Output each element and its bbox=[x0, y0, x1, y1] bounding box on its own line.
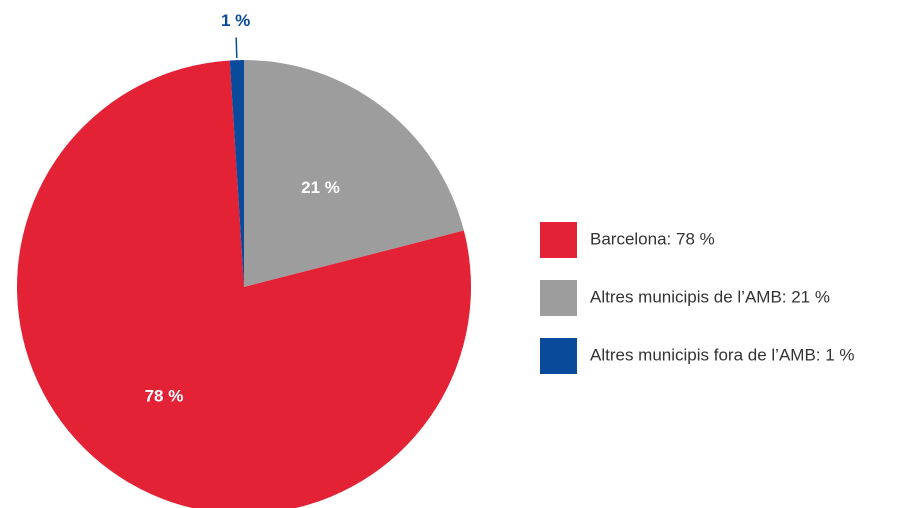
legend-swatch bbox=[540, 280, 577, 316]
pie-slice bbox=[244, 60, 464, 287]
legend-swatch bbox=[540, 222, 577, 258]
legend-label: Altres municipis fora de l’AMB: 1 % bbox=[590, 345, 855, 364]
slice-label: 78 % bbox=[145, 387, 184, 406]
leader-line bbox=[235, 37, 238, 58]
pie-slice bbox=[17, 60, 471, 508]
slice-label: 1 % bbox=[221, 11, 250, 30]
legend-label: Altres municipis de l’AMB: 21 % bbox=[590, 287, 830, 306]
slice-label: 21 % bbox=[301, 178, 340, 197]
legend-label: Barcelona: 78 % bbox=[590, 229, 715, 248]
legend-swatch bbox=[540, 338, 577, 374]
pie-slice bbox=[229, 60, 244, 287]
